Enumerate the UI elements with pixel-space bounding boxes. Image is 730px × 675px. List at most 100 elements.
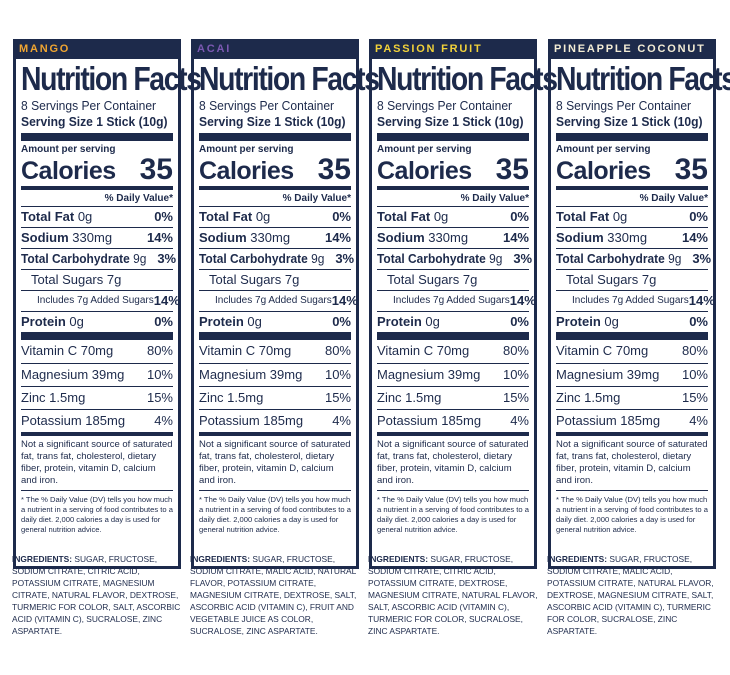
zinc: Zinc 1.5mg	[556, 390, 621, 405]
divider-thin	[556, 490, 708, 491]
magnesium: Magnesium 39mg	[21, 367, 125, 382]
calories-label: Calories	[556, 157, 651, 185]
potassium-dv: 4%	[154, 413, 173, 428]
carbohydrate-row: Total Carbohydrate 9g 3%	[199, 248, 355, 269]
protein-label: Protein	[556, 314, 601, 329]
protein-row: Protein 0g 0%	[377, 311, 529, 332]
protein-row: Protein 0g 0%	[199, 311, 351, 332]
zinc: Zinc 1.5mg	[21, 390, 86, 405]
nutrition-facts-title: Nutrition Facts	[21, 60, 202, 97]
total-fat-amount: 0g	[612, 209, 628, 224]
nutrition-facts-title: Nutrition Facts	[377, 60, 558, 97]
vitamin-c-row: Vitamin C 70mg 80%	[556, 340, 708, 363]
added-sugars: Includes 7g Added Sugars	[572, 295, 689, 306]
ingredients-label: INGREDIENTS:	[12, 554, 73, 564]
amount-per-serving: Amount per serving	[377, 144, 472, 155]
zinc-dv: 15%	[681, 390, 708, 405]
vitamin-c-row: Vitamin C 70mg 80%	[21, 340, 173, 363]
sodium-label: Sodium	[21, 230, 69, 245]
total-sugars-row: Total Sugars 7g	[21, 269, 173, 290]
magnesium-row: Magnesium 39mg 10%	[199, 363, 351, 386]
carbohydrate-label: Total Carbohydrate	[21, 251, 130, 266]
divider-thick	[556, 133, 708, 141]
added-sugars: Includes 7g Added Sugars	[393, 295, 510, 306]
potassium-dv: 4%	[689, 413, 708, 428]
magnesium-dv: 10%	[146, 367, 173, 382]
carbohydrate-dv: 3%	[335, 251, 355, 266]
ingredients-text: INGREDIENTS: SUGAR, FRUCTOSE, SODIUM CIT…	[547, 553, 719, 637]
flavor-header: MANGO	[13, 39, 181, 59]
total-fat-label: Total Fat	[21, 209, 75, 224]
total-fat-amount: 0g	[77, 209, 93, 224]
added-sugars-dv: 14%	[688, 293, 715, 308]
sodium-row: Sodium 330mg 14%	[377, 227, 529, 248]
nutrition-label: Nutrition Facts 8 Servings Per Container…	[13, 59, 202, 569]
calories-value: 35	[495, 153, 529, 186]
divider-medium	[21, 432, 173, 436]
carbohydrate-dv: 3%	[513, 251, 533, 266]
ingredients-label: INGREDIENTS:	[547, 554, 608, 564]
sodium-label: Sodium	[377, 230, 425, 245]
total-fat-row: Total Fat 0g 0%	[377, 206, 529, 227]
total-fat-label: Total Fat	[377, 209, 431, 224]
ingredients-label: INGREDIENTS:	[190, 554, 251, 564]
zinc-row: Zinc 1.5mg 15%	[199, 386, 351, 409]
divider-thick	[199, 332, 351, 340]
potassium-row: Potassium 185mg 4%	[21, 409, 173, 432]
daily-value-footnote: * The % Daily Value (DV) tells you how m…	[556, 495, 708, 534]
flavor-header: ACAI	[191, 39, 359, 59]
potassium-row: Potassium 185mg 4%	[556, 409, 708, 432]
amount-per-serving: Amount per serving	[199, 144, 294, 155]
total-sugars-row: Total Sugars 7g	[556, 269, 708, 290]
daily-value-footnote: * The % Daily Value (DV) tells you how m…	[21, 495, 173, 534]
magnesium-dv: 10%	[681, 367, 708, 382]
magnesium: Magnesium 39mg	[199, 367, 303, 382]
total-fat-amount: 0g	[433, 209, 449, 224]
vitamin-c: Vitamin C 70mg	[199, 343, 292, 358]
nutrition-label: Nutrition Facts 8 Servings Per Container…	[548, 59, 730, 569]
nutrition-panel-acai: ACAI Nutrition Facts 8 Servings Per Cont…	[191, 39, 380, 569]
magnesium: Magnesium 39mg	[556, 367, 660, 382]
vitamin-c-row: Vitamin C 70mg 80%	[199, 340, 351, 363]
protein-dv: 0%	[689, 314, 708, 329]
carbohydrate-dv: 3%	[692, 251, 712, 266]
divider-thick	[199, 133, 351, 141]
carbohydrate-label: Total Carbohydrate	[199, 251, 308, 266]
nutrition-facts-title: Nutrition Facts	[199, 60, 380, 97]
protein-dv: 0%	[510, 314, 529, 329]
sodium-row: Sodium 330mg 14%	[199, 227, 351, 248]
carbohydrate-amount: 9g	[133, 251, 147, 266]
ingredients-text: INGREDIENTS: SUGAR, FRUCTOSE, SODIUM CIT…	[12, 553, 184, 637]
added-sugars-row: Includes 7g Added Sugars 14%	[199, 290, 358, 311]
protein-row: Protein 0g 0%	[556, 311, 708, 332]
calories-label: Calories	[21, 157, 116, 185]
calories-row: Calories 35	[21, 153, 173, 186]
ingredients-list: SUGAR, FRUCTOSE, SODIUM CITRATE, MALIC A…	[190, 554, 357, 636]
calories-value: 35	[317, 153, 351, 186]
potassium: Potassium 185mg	[377, 413, 482, 428]
flavor-header: PASSION FRUIT	[369, 39, 537, 59]
magnesium-row: Magnesium 39mg 10%	[377, 363, 529, 386]
carbohydrate-amount: 9g	[668, 251, 682, 266]
sodium-label: Sodium	[199, 230, 247, 245]
divider-medium	[199, 432, 351, 436]
total-fat-row: Total Fat 0g 0%	[21, 206, 173, 227]
not-significant-note: Not a significant source of saturated fa…	[377, 439, 529, 486]
daily-value-header: % Daily Value*	[639, 193, 708, 204]
total-fat-row: Total Fat 0g 0%	[199, 206, 351, 227]
ingredients-label: INGREDIENTS:	[368, 554, 429, 564]
total-fat-dv: 0%	[510, 209, 529, 224]
divider-thin	[21, 490, 173, 491]
magnesium-dv: 10%	[324, 367, 351, 382]
added-sugars-row: Includes 7g Added Sugars 14%	[377, 290, 536, 311]
calories-row: Calories 35	[377, 153, 529, 186]
total-fat-label: Total Fat	[199, 209, 253, 224]
calories-value: 35	[139, 153, 173, 186]
calories-row: Calories 35	[199, 153, 351, 186]
sodium-amount: 330mg	[72, 230, 113, 245]
ingredients-list: SUGAR, FRUCTOSE, SODIUM CITRATE, MALIC A…	[547, 554, 714, 636]
zinc: Zinc 1.5mg	[377, 390, 442, 405]
flavor-header: PINEAPPLE COCONUT	[548, 39, 716, 59]
potassium-dv: 4%	[332, 413, 351, 428]
